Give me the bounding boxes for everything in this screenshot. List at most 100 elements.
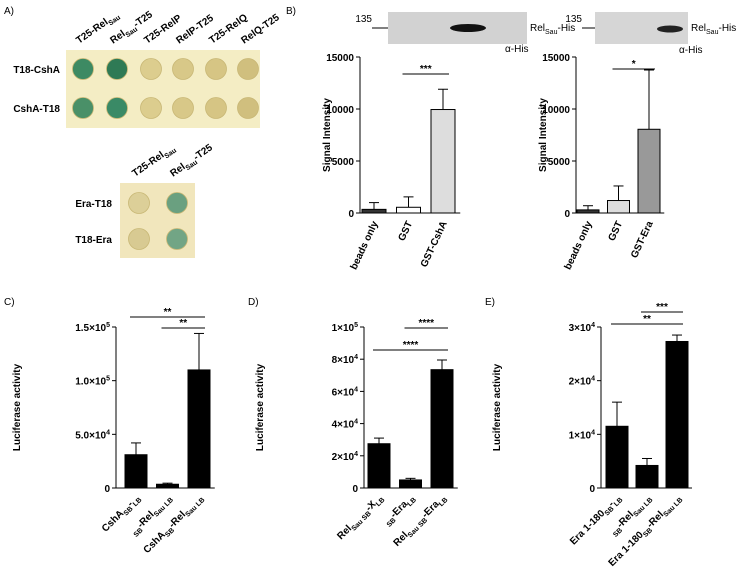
- significance-label: ***: [656, 302, 668, 313]
- colony: [128, 192, 150, 214]
- text-part: Sau LB: [663, 497, 685, 519]
- colony: [166, 228, 188, 250]
- y-tick-label: 0: [104, 484, 110, 495]
- text-part: Rel: [691, 23, 706, 34]
- text-part: Sau: [163, 147, 178, 160]
- text-part: Sau LB: [153, 497, 175, 519]
- text-part: Era 1-180: [568, 508, 608, 548]
- colony: [72, 97, 94, 119]
- y-tick-label: 4×104: [332, 419, 359, 431]
- y-axis-title: Signal Intensity: [322, 98, 333, 172]
- y-tick-label: 15000: [542, 53, 570, 64]
- text-part: 5.0×10: [75, 430, 106, 441]
- text-part: 4: [106, 429, 110, 436]
- y-tick-label: 5000: [332, 157, 355, 168]
- text-part: SB: [133, 527, 145, 539]
- text-part: 1.5×10: [75, 323, 106, 334]
- text-part: -T25: [132, 9, 156, 30]
- text-part: T25-Rel: [74, 17, 110, 47]
- text-part: Sau SB: [351, 510, 373, 532]
- blot-band: [450, 24, 486, 32]
- y-tick-label: 2×104: [332, 451, 359, 463]
- y-tick-label: 2×104: [569, 376, 596, 388]
- text-part: -: [606, 499, 616, 509]
- bar: [637, 128, 661, 214]
- antibody-label: α-His: [679, 45, 703, 56]
- text-part: 5: [106, 322, 110, 329]
- row-label: T18-CshA: [13, 65, 60, 76]
- bar: [361, 208, 387, 214]
- colony: [72, 58, 94, 80]
- text-part: 4: [591, 322, 595, 329]
- y-tick-label: 0: [564, 209, 570, 220]
- text-part: Rel: [168, 161, 187, 179]
- text-part: 5: [106, 376, 110, 383]
- x-tick-label: SB-EraLB: [382, 492, 418, 528]
- text-part: 4: [354, 386, 358, 393]
- text-part: LB: [613, 497, 625, 509]
- y-tick-label: 1×104: [569, 429, 596, 441]
- text-part: 4: [591, 376, 595, 383]
- text-part: SB: [604, 506, 616, 518]
- text-part: 4×10: [332, 420, 355, 431]
- text-part: Sau SB: [407, 517, 429, 539]
- colony: [172, 58, 194, 80]
- y-tick-label: 0: [348, 209, 354, 220]
- text-part: 4: [591, 429, 595, 436]
- text-part: Sau: [706, 29, 719, 36]
- colony: [140, 58, 162, 80]
- marker-label: 135: [565, 14, 582, 25]
- text-part: T25-Rel: [130, 150, 166, 180]
- colony: [128, 228, 150, 250]
- panel-label: D): [248, 297, 259, 308]
- row-label: CshA-T18: [13, 104, 60, 115]
- significance-label: ***: [420, 64, 432, 75]
- x-tick-label: RelSau SB-XLB: [335, 492, 386, 543]
- bar: [635, 464, 659, 489]
- text-part: Sau LB: [185, 497, 207, 519]
- text-part: -His: [718, 23, 736, 34]
- significance-label: **: [164, 307, 172, 318]
- text-part: 4: [354, 354, 358, 361]
- x-tick-label: GST-Era: [629, 219, 656, 260]
- bar: [367, 443, 391, 489]
- y-tick-label: 8×104: [332, 354, 359, 366]
- x-tick-label: GST: [397, 220, 416, 243]
- marker-label: 135: [355, 14, 372, 25]
- x-tick-label: beads only: [563, 219, 595, 271]
- text-part: Rel: [108, 28, 127, 46]
- text-part: SB: [642, 527, 654, 539]
- panel-label: E): [485, 297, 495, 308]
- blot-band: [657, 25, 683, 33]
- antibody-label: α-His: [505, 44, 529, 55]
- colony: [172, 97, 194, 119]
- colony: [140, 97, 162, 119]
- y-tick-label: 15000: [326, 53, 354, 64]
- y-axis-title: Luciferase activity: [492, 363, 503, 451]
- text-part: 6×10: [332, 387, 355, 398]
- colony: [237, 58, 259, 80]
- text-part: 1×10: [332, 323, 355, 334]
- text-part: Sau: [107, 14, 122, 27]
- text-part: LB: [375, 497, 387, 509]
- text-part: 1×10: [569, 430, 592, 441]
- colony: [106, 58, 128, 80]
- colony: [205, 97, 227, 119]
- significance-label: ****: [418, 318, 434, 329]
- y-tick-label: 10000: [326, 105, 354, 116]
- text-part: 3×10: [569, 323, 592, 334]
- text-part: SB: [612, 527, 624, 539]
- text-part: 4: [354, 419, 358, 426]
- bar: [124, 454, 148, 489]
- y-axis-title: Signal Intensity: [538, 98, 549, 172]
- text-part: 4: [354, 451, 358, 458]
- text-part: LB: [406, 497, 418, 509]
- significance-label: **: [643, 314, 651, 325]
- panel-label: C): [4, 297, 15, 308]
- y-tick-label: 3×104: [569, 322, 596, 334]
- y-tick-label: 10000: [542, 105, 570, 116]
- text-part: Sau: [545, 29, 558, 36]
- y-tick-label: 0: [352, 484, 358, 495]
- bar: [396, 206, 421, 214]
